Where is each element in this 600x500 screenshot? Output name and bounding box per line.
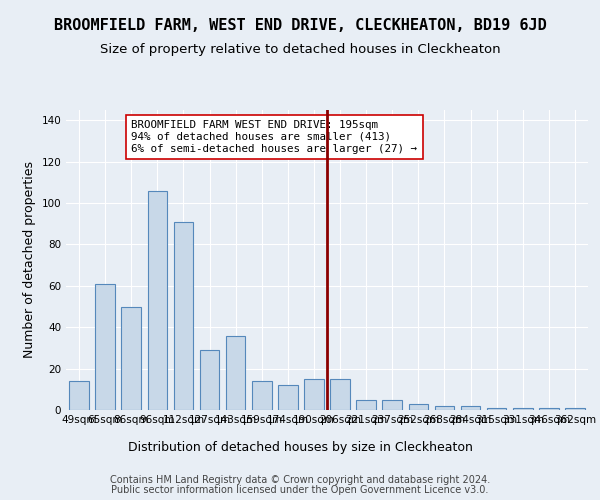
Text: Size of property relative to detached houses in Cleckheaton: Size of property relative to detached ho… (100, 42, 500, 56)
Bar (539, 408, 559, 410)
Text: BROOMFIELD FARM, WEST END DRIVE, CLECKHEATON, BD19 6JD: BROOMFIELD FARM, WEST END DRIVE, CLECKHE… (53, 18, 547, 32)
Text: Distribution of detached houses by size in Cleckheaton: Distribution of detached houses by size … (128, 441, 472, 454)
Bar (121, 306, 141, 410)
Text: Contains HM Land Registry data © Crown copyright and database right 2024.: Contains HM Land Registry data © Crown c… (110, 475, 490, 485)
Y-axis label: Number of detached properties: Number of detached properties (23, 162, 36, 358)
Bar (95, 284, 115, 410)
Bar (409, 404, 428, 410)
Bar (148, 190, 167, 410)
Bar (356, 400, 376, 410)
Bar (330, 379, 350, 410)
Bar (565, 408, 585, 410)
Bar (434, 406, 454, 410)
Bar (487, 408, 506, 410)
Bar (200, 350, 220, 410)
Bar (461, 406, 481, 410)
Bar (226, 336, 245, 410)
Text: Public sector information licensed under the Open Government Licence v3.0.: Public sector information licensed under… (112, 485, 488, 495)
Bar (252, 381, 272, 410)
Bar (173, 222, 193, 410)
Bar (278, 385, 298, 410)
Bar (513, 408, 533, 410)
Bar (382, 400, 402, 410)
Bar (304, 379, 324, 410)
Bar (69, 381, 89, 410)
Text: BROOMFIELD FARM WEST END DRIVE: 195sqm
94% of detached houses are smaller (413)
: BROOMFIELD FARM WEST END DRIVE: 195sqm 9… (131, 120, 417, 154)
